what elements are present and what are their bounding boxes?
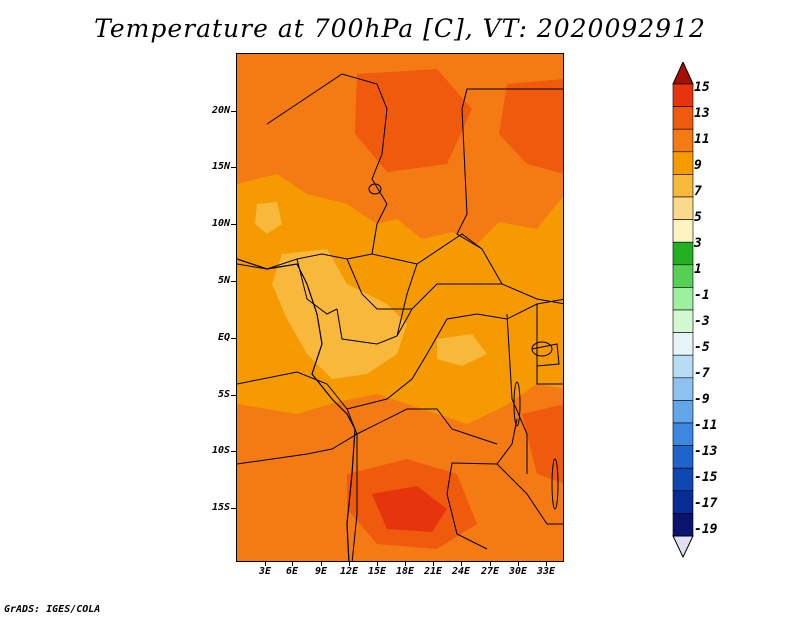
lon-tick: [377, 562, 378, 566]
lat-label-15s: 15S: [211, 502, 230, 513]
lon-label-15e: 15E: [367, 566, 387, 577]
temperature-field: [237, 54, 563, 561]
colorbar: [672, 62, 694, 558]
colorbar-label: -11: [694, 418, 718, 433]
colorbar-box: [672, 467, 694, 492]
lon-label-18e: 18E: [395, 566, 415, 577]
colorbar-label: -19: [694, 522, 718, 537]
country-borders: [237, 73, 563, 561]
colorbar-box: [672, 174, 694, 198]
colorbar-box: [672, 83, 694, 107]
colorbar-label: 7: [694, 184, 702, 199]
colorbar-box: [672, 354, 694, 379]
lon-tick: [265, 562, 266, 566]
colorbar-box: [672, 445, 694, 469]
lon-tick: [321, 562, 322, 566]
colorbar-box: [672, 400, 694, 424]
lon-tick: [405, 562, 406, 566]
lat-tick: [231, 395, 236, 396]
colorbar-box: [672, 106, 694, 130]
colorbar-label: -9: [694, 392, 710, 407]
lon-label-9e: 9E: [314, 566, 328, 577]
colorbar-box: [672, 128, 694, 153]
lat-tick: [231, 111, 236, 112]
colorbar-label: 13: [694, 106, 710, 121]
colorbar-box: [672, 151, 694, 175]
lat-label-15n: 15N: [211, 161, 230, 172]
lon-tick: [349, 562, 350, 566]
colorbar-label: 1: [694, 262, 702, 277]
colorbar-box: [672, 219, 694, 243]
colorbar-label: 9: [694, 158, 702, 173]
lon-label-21e: 21E: [423, 566, 443, 577]
colorbar-box: [672, 309, 694, 333]
temp-zone-13-sahara: [355, 69, 472, 172]
colorbar-label: 11: [694, 132, 710, 147]
colorbar-box: [672, 490, 694, 514]
lon-label-27e: 27E: [480, 566, 500, 577]
colorbar-label: -17: [694, 496, 718, 511]
lat-label-5s: 5S: [217, 389, 230, 400]
colorbar-label: -7: [694, 366, 710, 381]
colorbar-label: -5: [694, 340, 710, 355]
lat-tick: [231, 281, 236, 282]
colorbar-label: -1: [694, 288, 710, 303]
lat-tick: [231, 338, 236, 339]
lon-label-30e: 30E: [508, 566, 528, 577]
lon-label-24e: 24E: [451, 566, 471, 577]
lake-tanganyika: [513, 381, 521, 427]
lon-label-3e: 3E: [258, 566, 272, 577]
lake-chad: [368, 183, 382, 195]
colorbar-bottom-arrow: [672, 535, 694, 558]
lake-malawi: [551, 458, 559, 510]
colorbar-box: [672, 513, 694, 537]
lon-tick: [546, 562, 547, 566]
colorbar-box: [672, 377, 694, 401]
lat-label-10s: 10S: [211, 445, 230, 456]
temp-zone-7-nigeria: [255, 202, 282, 234]
lat-label-20n: 20N: [211, 105, 230, 116]
lat-tick: [231, 508, 236, 509]
credit-text: GrADS: IGES/COLA: [4, 604, 101, 615]
colorbar-label: 3: [694, 236, 702, 251]
lon-label-12e: 12E: [339, 566, 359, 577]
colorbar-label: 15: [694, 80, 710, 95]
colorbar-boxes: [672, 83, 694, 537]
temp-zone-15-angola: [372, 486, 447, 532]
lat-tick: [231, 451, 236, 452]
colorbar-box: [672, 196, 694, 220]
colorbar-top-arrow: [672, 62, 694, 85]
coastline: [237, 258, 356, 561]
colorbar-label: 5: [694, 210, 702, 225]
colorbar-box: [672, 241, 694, 266]
colorbar-box: [672, 332, 694, 356]
map-panel: [236, 53, 564, 562]
lat-label-eq: EQ: [217, 332, 230, 343]
lon-tick: [461, 562, 462, 566]
lon-label-33e: 33E: [536, 566, 556, 577]
lat-tick: [231, 224, 236, 225]
lake-victoria: [531, 341, 553, 357]
lon-tick: [292, 562, 293, 566]
lon-tick: [490, 562, 491, 566]
colorbar-label: -3: [694, 314, 710, 329]
map-title: Temperature at 700hPa [C], VT: 202009291…: [94, 14, 706, 43]
lat-tick: [231, 167, 236, 168]
lon-tick: [433, 562, 434, 566]
lon-tick: [518, 562, 519, 566]
lat-label-5n: 5N: [217, 275, 230, 286]
colorbar-label: -15: [694, 470, 718, 485]
colorbar-box: [672, 422, 694, 446]
temp-zone-13-sudan: [499, 79, 563, 174]
temp-zone-7-basin: [437, 334, 487, 366]
colorbar-label: -13: [694, 444, 718, 459]
colorbar-box: [672, 287, 694, 311]
lon-label-6e: 6E: [285, 566, 299, 577]
lat-label-10n: 10N: [211, 218, 230, 229]
colorbar-box: [672, 264, 694, 288]
